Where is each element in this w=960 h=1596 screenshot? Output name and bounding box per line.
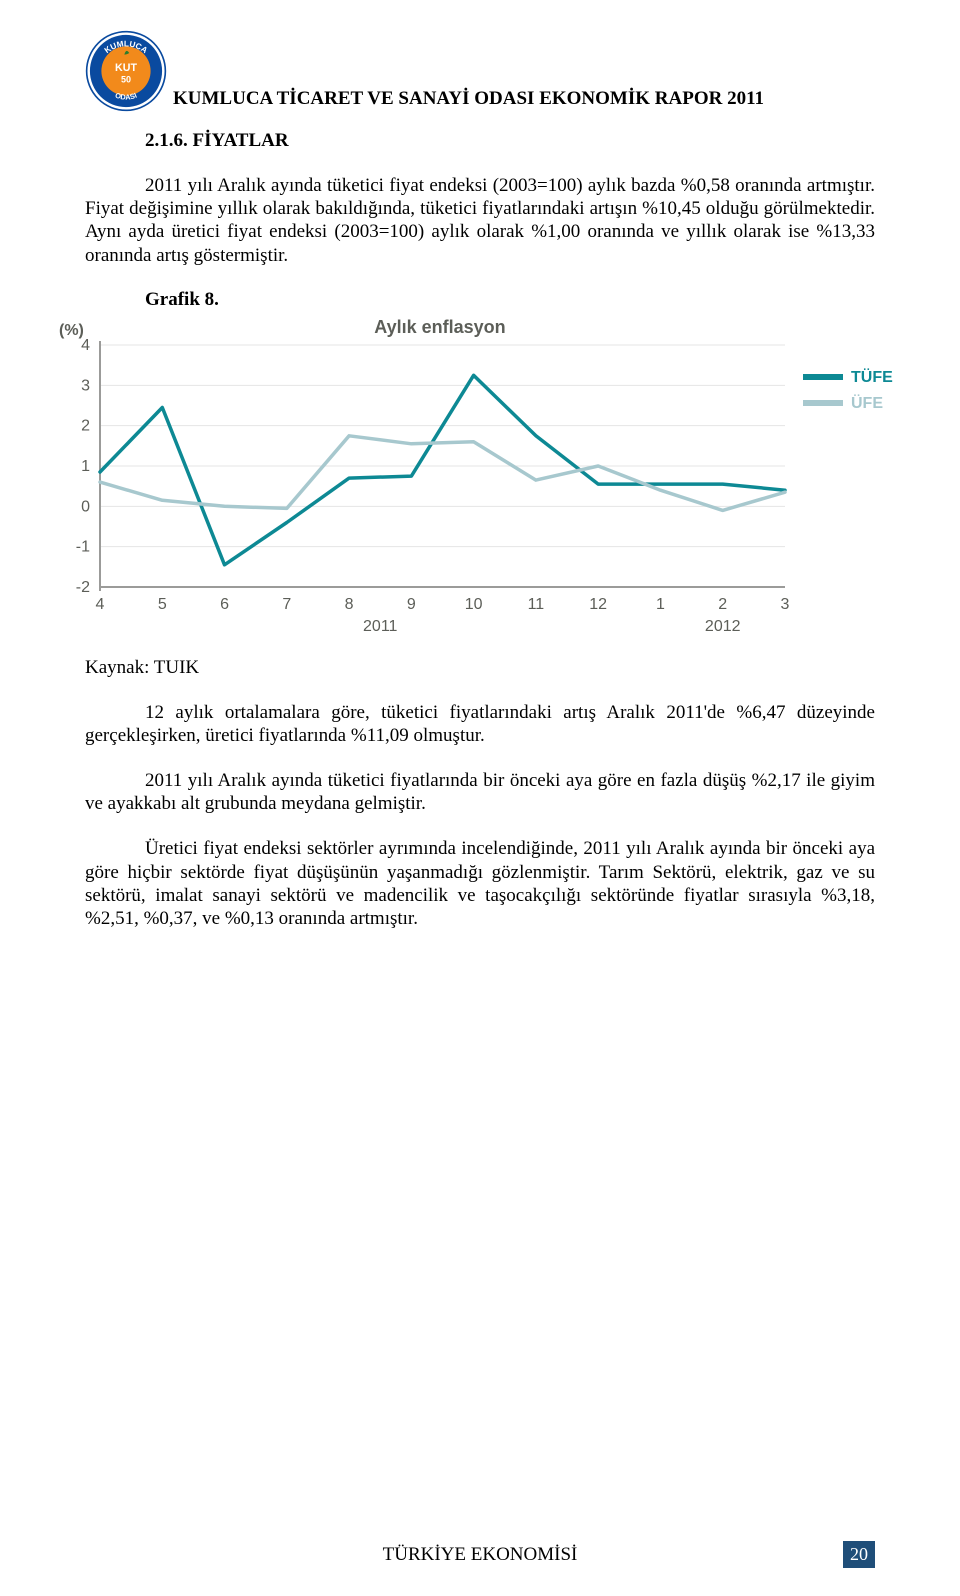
svg-text:7: 7 (282, 596, 291, 613)
page-number: 20 (843, 1541, 875, 1568)
svg-text:4: 4 (96, 596, 105, 613)
footer-text: TÜRKİYE EKONOMİSİ (383, 1544, 578, 1565)
svg-text:ÜFE: ÜFE (851, 393, 883, 412)
svg-text:1: 1 (656, 596, 665, 613)
svg-text:3: 3 (81, 377, 90, 394)
svg-text:0: 0 (81, 498, 90, 515)
svg-text:2011: 2011 (363, 618, 398, 635)
page-footer: TÜRKİYE EKONOMİSİ (0, 1544, 960, 1566)
svg-text:2012: 2012 (705, 618, 741, 635)
svg-text:9: 9 (407, 596, 416, 613)
svg-text:-1: -1 (76, 538, 90, 555)
svg-text:3: 3 (781, 596, 790, 613)
svg-text:1: 1 (81, 458, 90, 475)
section-title: FİYATLAR (193, 130, 289, 151)
chart-source: Kaynak: TUIK (85, 657, 875, 679)
svg-text:12: 12 (589, 596, 607, 613)
svg-text:KUT: KUT (115, 62, 137, 74)
svg-text:10: 10 (465, 596, 483, 613)
document-header: KUMLUCAODASIKUT50 KUMLUCA TİCARET VE SAN… (85, 30, 875, 112)
inflation-line-chart: Aylık enflasyon(%)-2-1012344567891011121… (45, 317, 915, 647)
header-title: KUMLUCA TİCARET VE SANAYİ ODASI EKONOMİK… (173, 88, 764, 112)
paragraph-3: 2011 yılı Aralık ayında tüketici fiyatla… (85, 769, 875, 815)
chart-label: Grafik 8. (85, 289, 875, 311)
svg-text:8: 8 (345, 596, 354, 613)
paragraph-1: 2011 yılı Aralık ayında tüketici fiyat e… (85, 174, 875, 267)
organization-logo: KUMLUCAODASIKUT50 (85, 30, 167, 112)
paragraph-2: 12 aylık ortalamalara göre, tüketici fiy… (85, 701, 875, 747)
svg-text:TÜFE: TÜFE (851, 367, 893, 386)
svg-text:-2: -2 (76, 579, 90, 596)
svg-text:Aylık enflasyon: Aylık enflasyon (374, 317, 505, 337)
svg-text:50: 50 (121, 74, 131, 84)
section-heading: 2.1.6. FİYATLAR (85, 130, 875, 152)
svg-text:4: 4 (81, 337, 90, 354)
chart-container: Aylık enflasyon(%)-2-1012344567891011121… (45, 317, 915, 647)
svg-text:11: 11 (528, 596, 545, 613)
paragraph-4: Üretici fiyat endeksi sektörler ayrımınd… (85, 837, 875, 930)
svg-text:2: 2 (718, 596, 727, 613)
svg-text:5: 5 (158, 596, 167, 613)
svg-text:2: 2 (81, 417, 90, 434)
section-number: 2.1.6. (145, 130, 188, 151)
svg-text:6: 6 (220, 596, 229, 613)
